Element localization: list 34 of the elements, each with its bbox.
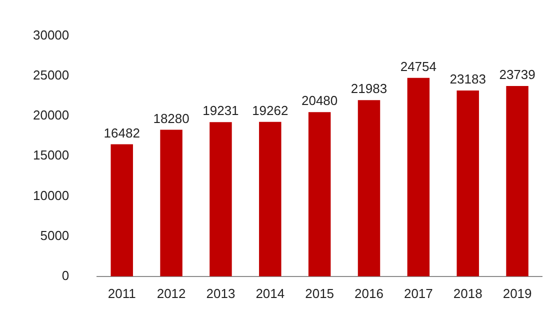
- data-label: 19262: [252, 102, 288, 118]
- bar: [358, 100, 380, 276]
- data-label: 24754: [400, 58, 437, 74]
- x-tick-label: 2014: [256, 286, 285, 301]
- bar: [110, 144, 133, 276]
- y-tick-label: 25000: [32, 67, 70, 82]
- x-tick-label: 2017: [404, 286, 433, 301]
- data-label: 23739: [499, 67, 536, 82]
- x-tick-label: 2015: [305, 286, 334, 301]
- data-label: 20480: [301, 93, 338, 108]
- bar: [160, 130, 182, 276]
- x-tick-label: 2011: [108, 286, 136, 301]
- data-label: 21983: [350, 81, 388, 96]
- x-tick-label: 2012: [156, 286, 186, 301]
- bar: [210, 122, 232, 276]
- data-label: 16482: [104, 125, 140, 140]
- bar: [259, 122, 282, 276]
- y-tick-label: 5000: [40, 228, 70, 243]
- bar: [506, 86, 528, 276]
- bar: [407, 78, 430, 276]
- data-label: 23183: [450, 72, 486, 87]
- x-tick-label: 2013: [206, 286, 236, 301]
- y-tick-label: 30000: [32, 27, 70, 42]
- data-label: 19231: [202, 103, 239, 118]
- y-tick-label: 0: [62, 268, 70, 283]
- y-tick-label: 10000: [32, 188, 70, 203]
- x-tick-label: 2019: [502, 286, 532, 301]
- y-tick-label: 20000: [32, 108, 70, 123]
- x-tick-label: 2018: [453, 286, 482, 301]
- bar: [456, 90, 479, 276]
- y-tick-label: 15000: [32, 148, 70, 163]
- bar: [308, 112, 331, 276]
- data-label: 18280: [153, 110, 190, 126]
- x-tick-label: 2016: [354, 286, 384, 301]
